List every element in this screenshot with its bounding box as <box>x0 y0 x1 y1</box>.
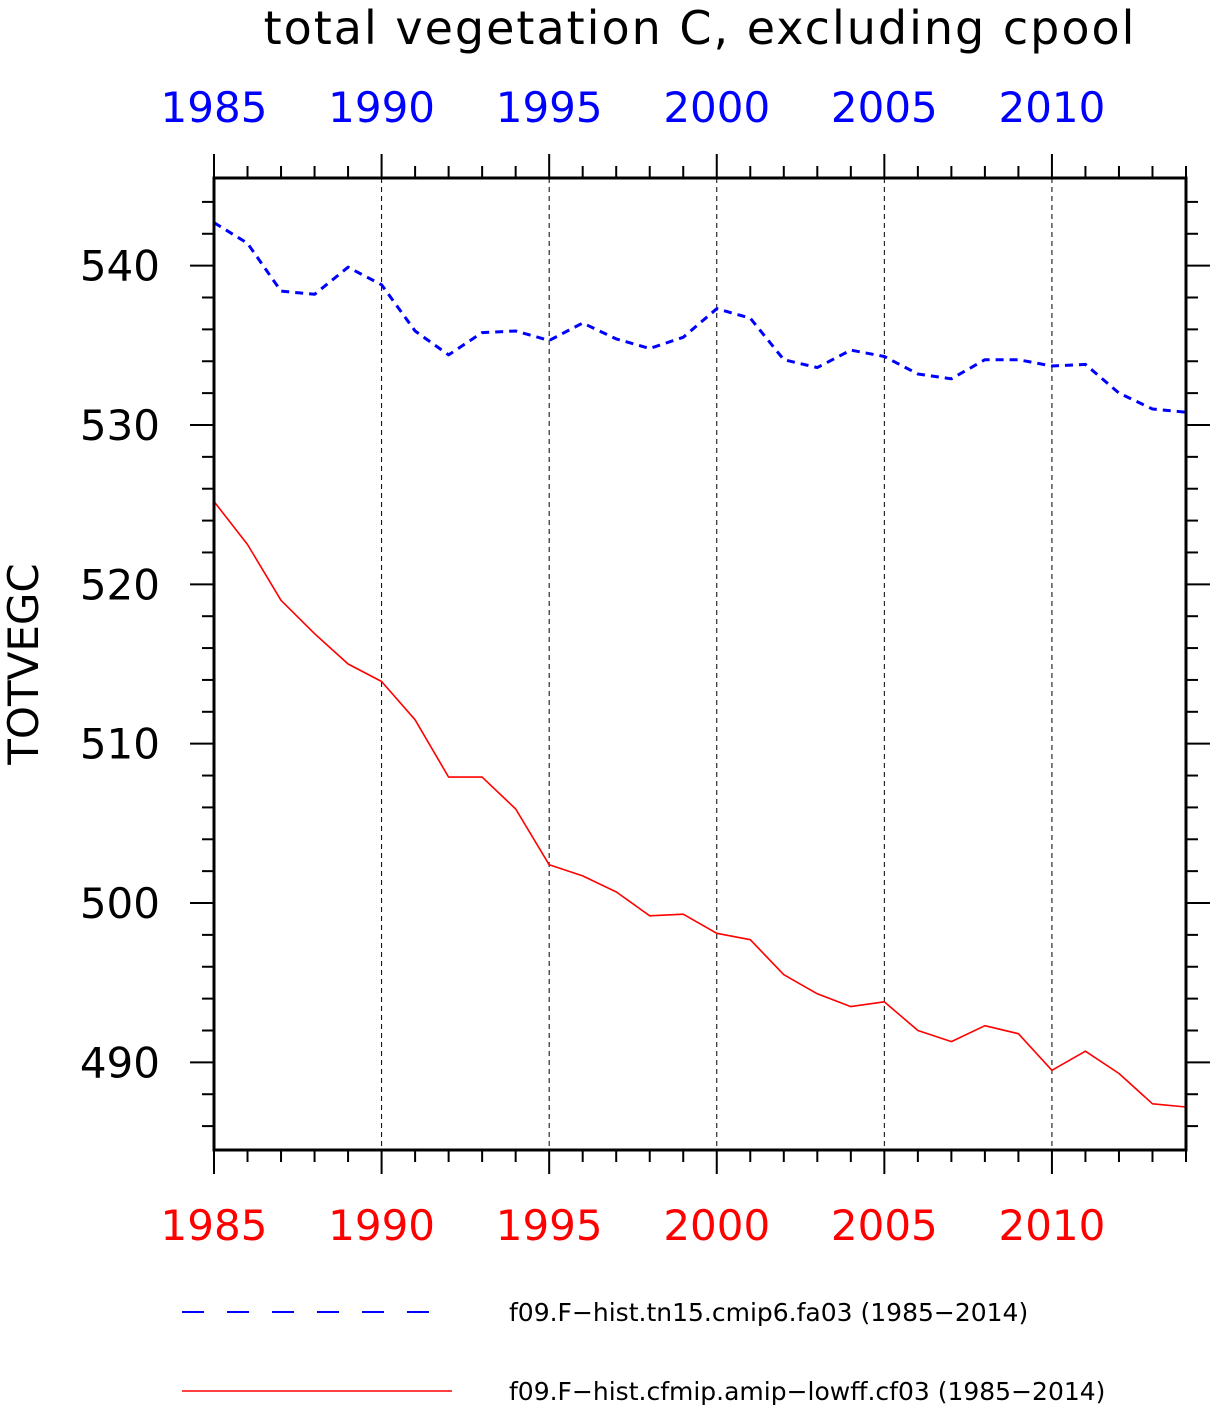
y-tick-labels: 490 500 510 520 530 540 <box>80 242 160 1088</box>
y-tick-label-530: 530 <box>80 401 160 450</box>
y-tick-label-500: 500 <box>80 879 160 928</box>
bottom-x-tick-labels: 1985 1990 1995 2000 2005 2010 <box>161 1201 1106 1250</box>
series-line-1 <box>213 221 1187 414</box>
top-x-tick-label-2010: 2010 <box>998 83 1105 132</box>
axis-ticks <box>190 154 1210 1174</box>
top-x-tick-label-2005: 2005 <box>831 83 938 132</box>
bottom-x-tick-label-1995: 1995 <box>496 1201 603 1250</box>
bottom-x-tick-label-1985: 1985 <box>161 1201 268 1250</box>
bottom-x-tick-label-2000: 2000 <box>663 1201 770 1250</box>
legend-label-1: f09.F−hist.tn15.cmip6.fa03 (1985−2014) <box>509 1298 1028 1327</box>
chart-title: total vegetation C, excluding cpool <box>264 1 1137 55</box>
bottom-x-tick-label-2010: 2010 <box>998 1201 1105 1250</box>
y-axis-label: TOTVEGC <box>0 563 48 766</box>
top-x-tick-label-2000: 2000 <box>663 83 770 132</box>
top-x-tick-label-1990: 1990 <box>328 83 435 132</box>
legend: f09.F−hist.tn15.cmip6.fa03 (1985−2014) f0… <box>182 1298 1105 1406</box>
top-x-tick-label-1985: 1985 <box>161 83 268 132</box>
y-tick-label-490: 490 <box>80 1038 160 1087</box>
series-line-2 <box>213 501 1187 1108</box>
y-tick-label-540: 540 <box>80 242 160 291</box>
top-x-tick-labels: 1985 1990 1995 2000 2005 2010 <box>161 83 1106 132</box>
y-tick-label-520: 520 <box>80 560 160 609</box>
top-x-tick-label-1995: 1995 <box>496 83 603 132</box>
vertical-gridlines <box>381 178 1053 1150</box>
plot-frame <box>212 176 1188 1152</box>
y-tick-label-510: 510 <box>80 720 160 769</box>
bottom-x-tick-label-1990: 1990 <box>328 1201 435 1250</box>
bottom-x-tick-label-2005: 2005 <box>831 1201 938 1250</box>
legend-label-2: f09.F−hist.cfmip.amip−lowff.cf03 (1985−2… <box>509 1377 1105 1406</box>
plot-series <box>213 221 1187 1108</box>
